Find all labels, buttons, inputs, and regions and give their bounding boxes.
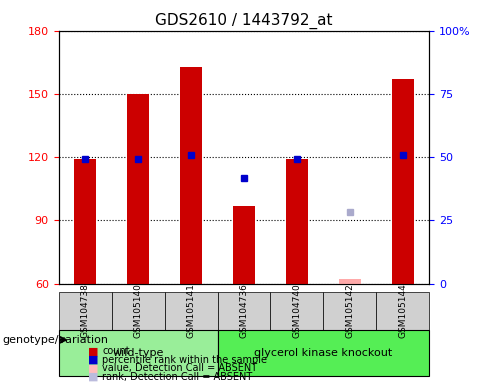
Text: ■: ■ — [88, 355, 99, 365]
Text: ■: ■ — [88, 372, 99, 382]
Bar — [339, 280, 361, 284]
Text: GSM105140: GSM105140 — [134, 283, 142, 338]
Text: glycerol kinase knockout: glycerol kinase knockout — [254, 348, 393, 358]
Bar — [181, 66, 202, 284]
FancyBboxPatch shape — [218, 292, 270, 330]
FancyBboxPatch shape — [164, 292, 218, 330]
Text: genotype/variation: genotype/variation — [2, 335, 108, 345]
Bar — [233, 205, 255, 284]
FancyBboxPatch shape — [218, 330, 429, 376]
FancyBboxPatch shape — [324, 292, 376, 330]
Bar — [392, 79, 413, 284]
FancyBboxPatch shape — [112, 292, 164, 330]
Text: GSM104736: GSM104736 — [240, 283, 248, 338]
Text: GSM105141: GSM105141 — [186, 283, 196, 338]
Text: GSM104740: GSM104740 — [292, 284, 302, 338]
Text: wild-type: wild-type — [112, 348, 163, 358]
Text: ■: ■ — [88, 346, 99, 356]
Text: value, Detection Call = ABSENT: value, Detection Call = ABSENT — [102, 363, 258, 373]
FancyBboxPatch shape — [270, 292, 324, 330]
Text: count: count — [102, 346, 130, 356]
FancyBboxPatch shape — [59, 292, 112, 330]
Text: percentile rank within the sample: percentile rank within the sample — [102, 355, 267, 365]
FancyBboxPatch shape — [376, 292, 429, 330]
Title: GDS2610 / 1443792_at: GDS2610 / 1443792_at — [155, 13, 333, 29]
Text: rank, Detection Call = ABSENT: rank, Detection Call = ABSENT — [102, 372, 253, 382]
FancyBboxPatch shape — [59, 330, 218, 376]
Bar — [286, 159, 307, 284]
Text: GSM104738: GSM104738 — [81, 283, 90, 338]
Text: GSM105142: GSM105142 — [346, 284, 354, 338]
Text: GSM105144: GSM105144 — [398, 284, 407, 338]
Bar — [127, 94, 149, 284]
Text: ■: ■ — [88, 363, 99, 373]
Bar — [75, 159, 96, 284]
